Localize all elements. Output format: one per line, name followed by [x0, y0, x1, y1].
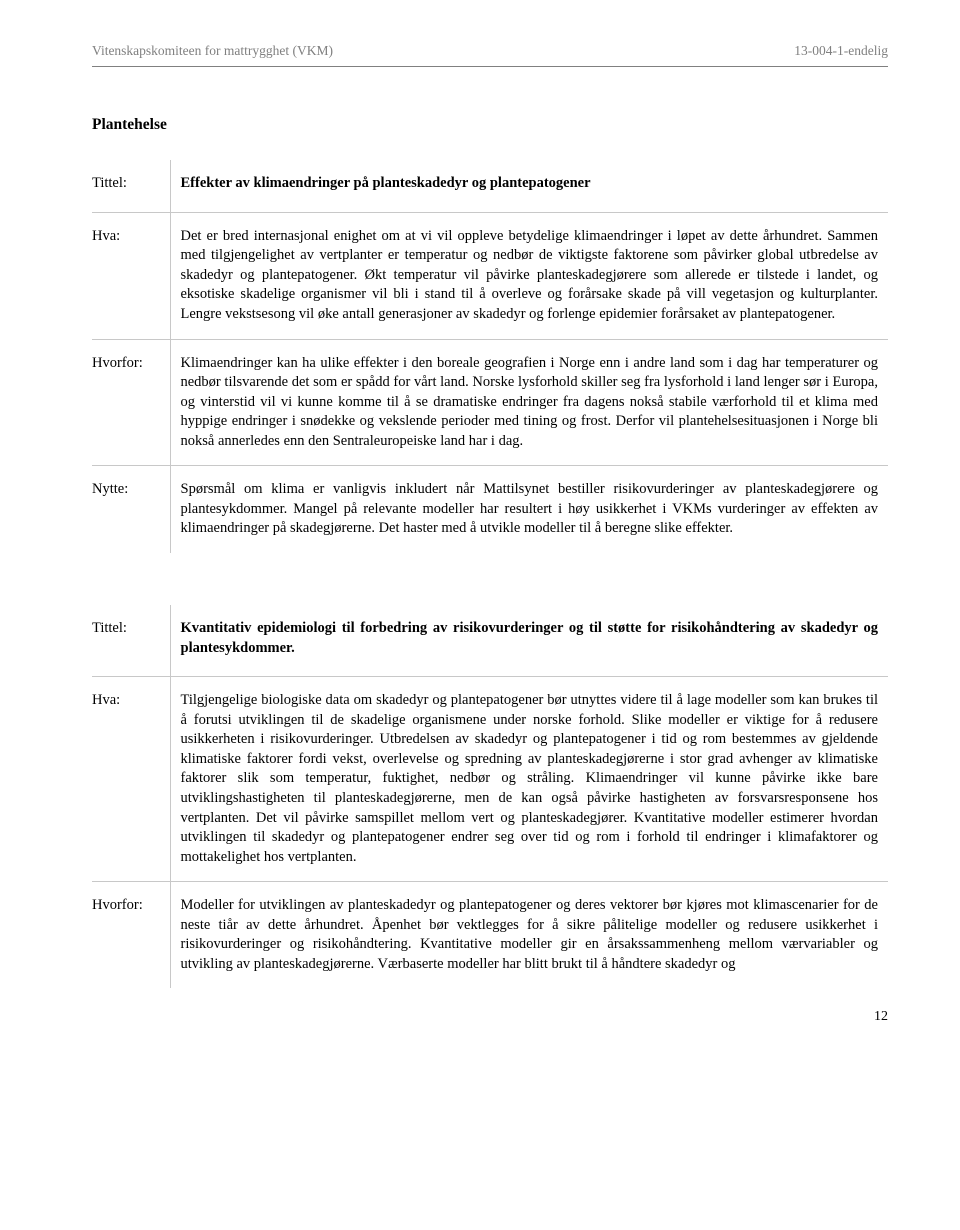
- row-content: Spørsmål om klima er vanligvis inkludert…: [170, 466, 888, 553]
- table-row: Tittel: Effekter av klimaendringer på pl…: [92, 160, 888, 212]
- row-label: Hva:: [92, 212, 170, 339]
- definition-table-1: Tittel: Effekter av klimaendringer på pl…: [92, 160, 888, 553]
- row-content: Klimaendringer kan ha ulike effekter i d…: [170, 339, 888, 466]
- header-right: 13-004-1-endelig: [794, 42, 888, 60]
- table-row: Hva: Det er bred internasjonal enighet o…: [92, 212, 888, 339]
- header-left: Vitenskapskomiteen for mattrygghet (VKM): [92, 42, 333, 60]
- row-content: Modeller for utviklingen av planteskaded…: [170, 882, 888, 989]
- header-rule: [92, 66, 888, 67]
- row-label: Hvorfor:: [92, 339, 170, 466]
- table-row: Nytte: Spørsmål om klima er vanligvis in…: [92, 466, 888, 553]
- row-label: Tittel:: [92, 160, 170, 212]
- page-number: 12: [92, 1008, 888, 1027]
- row-content: Det er bred internasjonal enighet om at …: [170, 212, 888, 339]
- row-content: Kvantitativ epidemiologi til forbedring …: [170, 605, 888, 677]
- definition-table-2: Tittel: Kvantitativ epidemiologi til for…: [92, 605, 888, 988]
- table-row: Tittel: Kvantitativ epidemiologi til for…: [92, 605, 888, 677]
- table-row: Hvorfor: Modeller for utviklingen av pla…: [92, 882, 888, 989]
- row-label: Hvorfor:: [92, 882, 170, 989]
- table-row: Hva: Tilgjengelige biologiske data om sk…: [92, 677, 888, 882]
- row-content: Tilgjengelige biologiske data om skadedy…: [170, 677, 888, 882]
- row-label: Tittel:: [92, 605, 170, 677]
- row-label: Nytte:: [92, 466, 170, 553]
- row-content: Effekter av klimaendringer på planteskad…: [170, 160, 888, 212]
- row-label: Hva:: [92, 677, 170, 882]
- section-title: Plantehelse: [92, 115, 888, 136]
- page-header: Vitenskapskomiteen for mattrygghet (VKM)…: [92, 42, 888, 60]
- table-row: Hvorfor: Klimaendringer kan ha ulike eff…: [92, 339, 888, 466]
